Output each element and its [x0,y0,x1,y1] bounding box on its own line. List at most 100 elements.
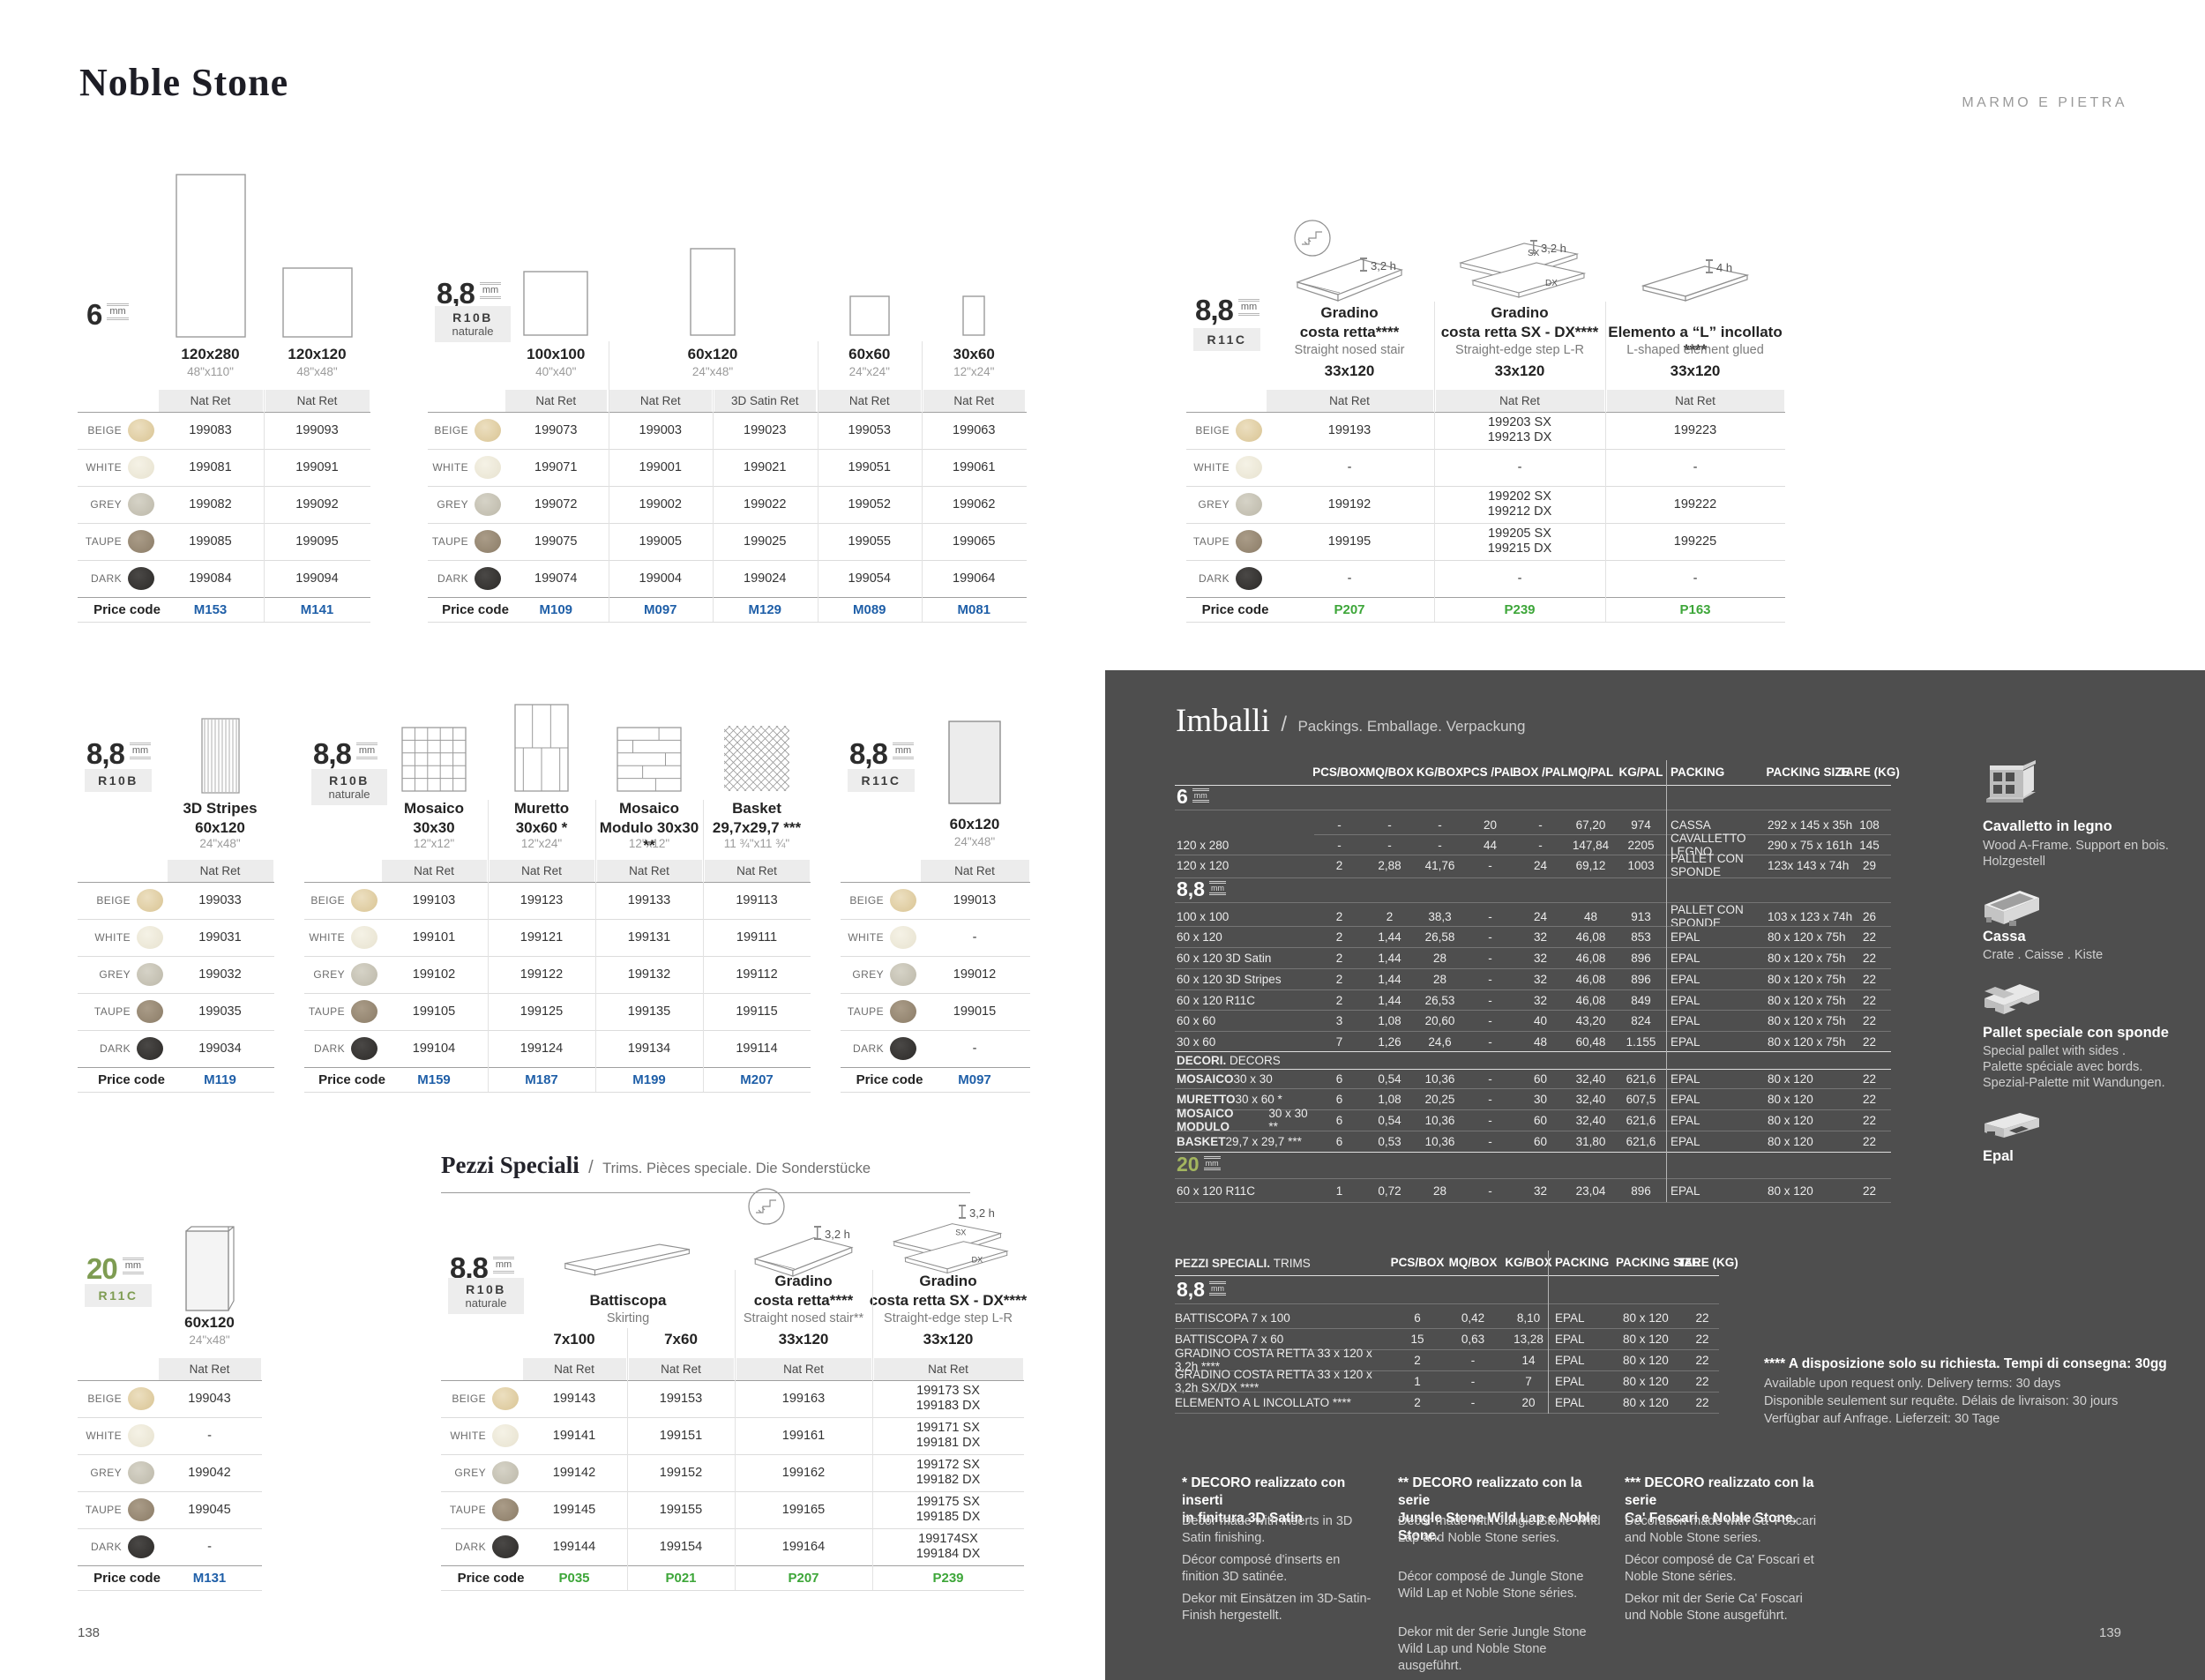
color-name: GREY [90,498,122,511]
imballi-background [1105,670,2205,1680]
product-code: 199001 [639,459,682,474]
trims-cell: 13,28 [1514,1332,1544,1346]
imballi-cell: 621,6 [1626,1071,1656,1086]
imballi-cell: - [1488,930,1492,944]
color-row-label: TAUPE [1186,523,1262,560]
decor-footnote-bold: ** DECORO realizzato con la serie Jungle… [1398,1475,1598,1543]
trims-tare: 22 [1695,1395,1709,1409]
thickness-value: 8,8 [86,737,125,770]
price-rule [78,1067,274,1068]
color-swatch [137,926,163,949]
trims-vertical-divider [1548,1251,1549,1414]
imballi-tare: 29 [1862,858,1877,872]
row-separator [1186,560,1785,561]
color-name: GREY [852,968,884,981]
thickness-value: 6 [86,298,102,331]
imballi-packing: EPAL [1671,972,1700,986]
size-label: 33x120 [1670,362,1721,379]
imballi-packing-size: 80 x 120 [1768,1071,1813,1086]
tile-thumbnail [617,727,682,792]
price-code-label: Price code [442,601,509,617]
trims-header: PACKING SIZE [1616,1256,1700,1269]
trims-cell: 1 [1414,1374,1421,1388]
price-code: M097 [958,1071,991,1087]
imballi-cell: 824 [1631,1013,1651,1027]
imballi-packing: EPAL [1671,1013,1700,1027]
price-rule [441,1565,1024,1566]
imballi-heading: Imballi / Packings. Emballage. Verpackun… [1176,702,1525,740]
product-code: 199165 [781,1502,826,1517]
color-row-label: TAUPE [428,523,501,560]
imballi-packing-size: 292 x 145 x 35h [1768,818,1853,832]
product-code: 199015 [953,1004,997,1019]
imballi-header: KG/PAL [1618,765,1663,779]
color-row-label: GREY [441,1454,519,1491]
product-name-2: costa retta**** [753,1292,854,1309]
product-code: 199121 [519,930,564,945]
row-separator [304,919,811,920]
trims-cell: 2 [1414,1353,1421,1367]
color-name: BEIGE [96,894,131,907]
imballi-packing-size: 80 x 120 x 75h [1768,930,1846,944]
color-name: WHITE [309,931,345,944]
inches-label: 12"x24" [520,837,563,850]
color-name: WHITE [94,931,131,944]
color-name: BEIGE [1195,424,1230,437]
color-row-label: GREY [428,486,501,523]
imballi-cell: 24,6 [1428,1034,1452,1049]
color-swatch [492,1498,519,1521]
imballi-packing-size: 80 x 120 [1768,1113,1813,1127]
imballi-subtitle: Packings. Emballage. Verpackung [1297,718,1526,735]
finish-header: Nat Ret [489,860,594,882]
thickness-value: 8,8 [437,277,475,310]
price-code-label: Price code [856,1071,923,1087]
legend-title: Pallet speciale con sponde [1983,1025,2169,1041]
color-swatch [128,567,154,590]
column-divider [922,341,923,622]
imballi-cell: - [1488,993,1492,1007]
imballi-packing: EPAL [1671,1071,1700,1086]
height-note: 3,2 h [1530,240,1566,255]
imballi-cell: 853 [1631,930,1651,944]
color-swatch [890,963,916,986]
imballi-cell: - [1337,818,1342,832]
legend-subtitle: Holzgestell [1983,855,2045,869]
trims-cell: - [1470,1374,1476,1388]
imballi-cell: - [1538,818,1543,832]
color-swatch [137,889,163,912]
page-number-left: 138 [78,1625,101,1640]
panel-rule [1175,1152,1891,1153]
product-code: 199053 [848,422,891,437]
tile-thumbnail [962,295,985,336]
imballi-row-label: 60 x 120 3D Stripes [1177,972,1282,986]
imballi-cell: 40 [1533,1013,1548,1027]
legend-title: Epal [1983,1148,2014,1164]
slip-rating-badge: R11C [85,1284,152,1307]
product-code: 199034 [198,1041,242,1056]
color-swatch [475,493,501,516]
product-code: 199081 [189,459,232,474]
imballi-packing: PALLET CON SPONDE [1671,852,1744,878]
color-name: GREY [313,968,345,981]
product-code: 199193 [1327,422,1372,437]
row-separator [1186,449,1785,450]
column-divider [1605,302,1606,622]
thickness-badge: 8,8 mm [450,1253,515,1282]
imballi-cell: 1,44 [1378,930,1401,944]
color-name: WHITE [848,931,884,944]
product-code: 199114 [736,1041,778,1056]
finish-header: Nat Ret [167,860,273,882]
product-code: 199152 [659,1465,703,1480]
row-separator [78,993,274,994]
imballi-packing-size: 80 x 120 [1768,1092,1813,1106]
row-separator [78,523,370,524]
product-code: 199135 [627,1004,671,1019]
trims-header: TARE (KG) [1678,1256,1738,1269]
row-separator [78,486,370,487]
color-swatch [1236,456,1262,479]
epal-pallet-icon [1983,1113,2041,1147]
imballi-sep: / [1281,713,1287,736]
price-rule [1186,597,1785,598]
trims-row-label: BATTISCOPA 7 x 100 [1175,1310,1290,1325]
price-code: M207 [740,1071,774,1087]
